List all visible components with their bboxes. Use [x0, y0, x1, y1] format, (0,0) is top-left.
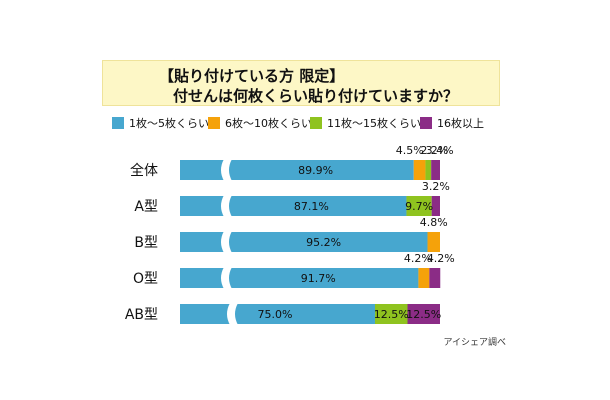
legend-swatch-2 — [208, 117, 220, 129]
legend-label-3: 11枚〜15枚くらい — [327, 117, 421, 130]
legend-item-1: 1枚〜5枚くらい — [112, 117, 209, 131]
axis-break-1 — [221, 159, 232, 181]
chart-title-line1: 【貼り付けている方 限定】 — [159, 67, 345, 85]
bar-segment-1-2 — [413, 160, 426, 180]
data-label-1-3: 2.2% — [420, 144, 448, 157]
bar-segment-5-3 — [375, 304, 408, 324]
category-label-2: A型 — [134, 199, 158, 215]
bar-segment-2-1 — [180, 196, 407, 216]
category-label-3: B型 — [134, 235, 158, 251]
data-label-4-2: 4.2% — [404, 252, 432, 265]
bar-segment-5-4 — [407, 304, 440, 324]
bar-segment-1-4 — [431, 160, 440, 180]
category-label-1: 全体 — [130, 162, 158, 179]
legend-item-2: 6枚〜10枚くらい — [208, 117, 312, 131]
data-label-1-1: 89.9% — [298, 164, 333, 177]
data-label-4-4: 4.2% — [427, 252, 455, 265]
axis-break-3 — [221, 231, 232, 253]
data-label-5-4: 12.5% — [406, 308, 441, 321]
legend-swatch-4 — [420, 117, 432, 129]
axis-break-2 — [221, 195, 232, 217]
data-label-4-1: 91.7% — [301, 272, 336, 285]
chart-title-line2: 付せんは何枚くらい貼り付けていますか？ — [173, 87, 459, 105]
data-label-5-1: 75.0% — [258, 308, 293, 321]
data-label-1-2: 4.5% — [396, 144, 424, 157]
legend-item-4: 16枚以上 — [420, 117, 484, 131]
bar-segment-4-1 — [180, 268, 419, 288]
data-label-2-1: 87.1% — [294, 200, 329, 213]
bar-segment-4-4 — [429, 268, 441, 288]
bar-segment-3-1 — [180, 232, 428, 252]
data-label-3-1: 95.2% — [306, 236, 341, 249]
axis-break-4 — [221, 267, 232, 289]
data-label-2-4: 3.2% — [422, 180, 450, 193]
category-label-5: AB型 — [125, 307, 158, 323]
bar-segment-1-3 — [425, 160, 432, 180]
data-label-2-3: 9.7% — [405, 200, 433, 213]
legend-swatch-3 — [310, 117, 322, 129]
legend-label-2: 6枚〜10枚くらい — [225, 117, 312, 130]
axis-break-5 — [227, 303, 238, 325]
data-label-3-2: 4.8% — [420, 216, 448, 229]
legend-label-1: 1枚〜5枚くらい — [129, 117, 209, 130]
legend-item-3: 11枚〜15枚くらい — [310, 117, 421, 131]
data-label-1-4: 3.4% — [426, 144, 454, 157]
category-label-4: O型 — [133, 271, 158, 287]
data-label-5-3: 12.5% — [374, 308, 409, 321]
title-box: 【貼り付けている方 限定】 付せんは何枚くらい貼り付けていますか？ — [102, 60, 500, 106]
bar-segment-4-2 — [418, 268, 430, 288]
bar-segment-1-1 — [180, 160, 414, 180]
legend-label-4: 16枚以上 — [437, 117, 484, 130]
bar-segment-2-4 — [431, 196, 440, 216]
source-note: アイシェア調べ — [443, 338, 506, 348]
bar-segment-3-2 — [427, 232, 440, 252]
legend-swatch-1 — [112, 117, 124, 129]
bar-segment-2-3 — [406, 196, 432, 216]
